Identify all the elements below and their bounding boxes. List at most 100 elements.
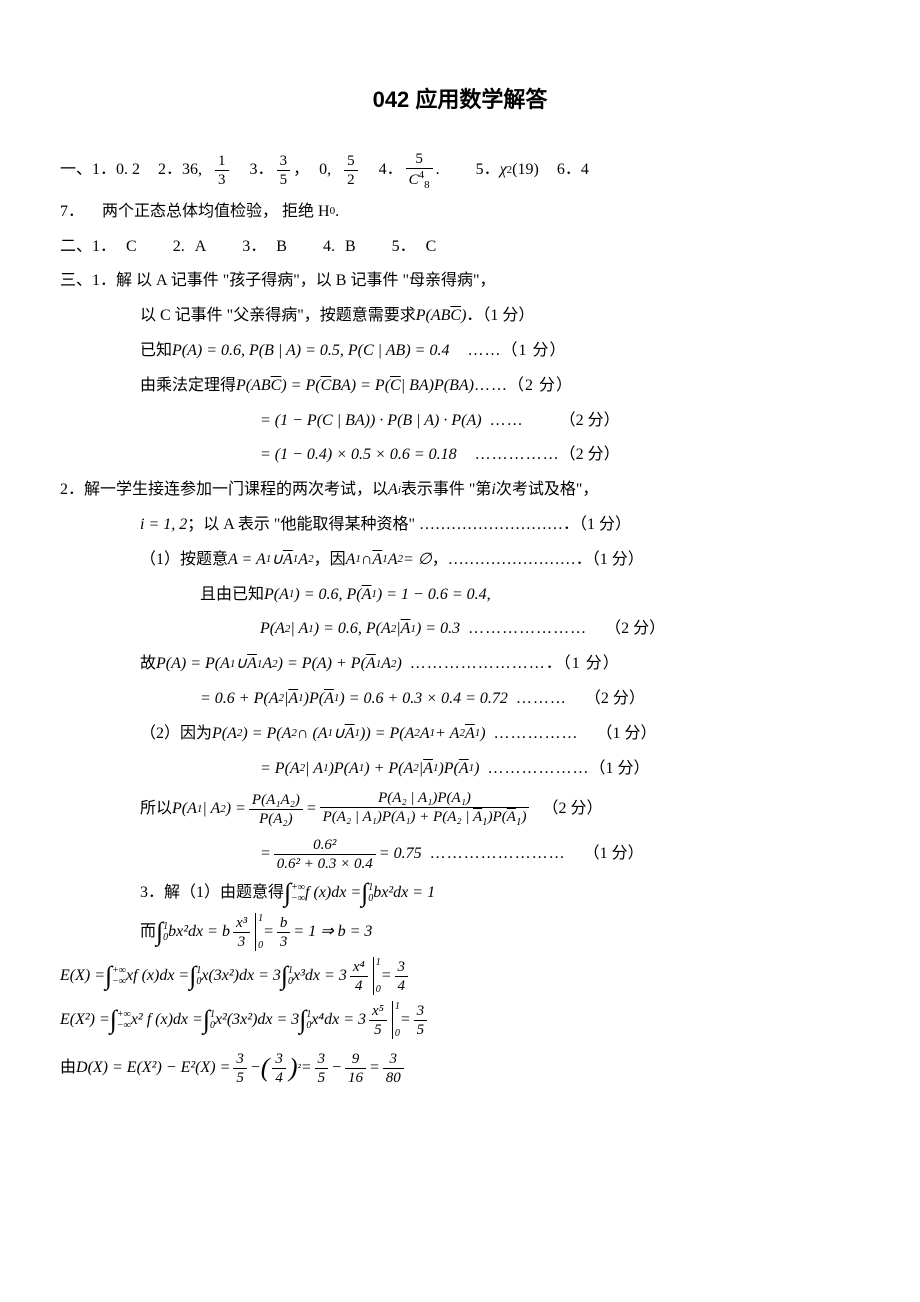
p2-l3d-eq: = ∅ bbox=[403, 546, 432, 575]
p3-l4a: E(X²) = bbox=[60, 1006, 110, 1035]
p3-l5-eq: = bbox=[301, 1054, 312, 1083]
p3-l2-expr: ∫10 bx²dx = b x³3 10 = b3 = 1 ⇒ b = 3 bbox=[156, 913, 372, 951]
integral-icon: ∫ bbox=[156, 919, 163, 945]
p3-l2-frac-n: x³ bbox=[233, 914, 250, 933]
a2: A bbox=[195, 233, 207, 262]
p2-l5f: ) = 0.3 bbox=[416, 615, 460, 644]
p1-l5b: …… bbox=[490, 407, 524, 436]
p1-l6: = (1 − 0.4) × 0.5 × 0.6 = 0.18 …………… （2 … bbox=[60, 441, 860, 470]
p2-l7e-bar: A bbox=[324, 685, 334, 714]
a3-l: 3． bbox=[242, 233, 266, 262]
p2-l5: P(A2 | A1) = 0.6, P(A2 | A1) = 0.3 ……………… bbox=[60, 615, 860, 644]
p2-l7g: ……… bbox=[516, 685, 567, 714]
p2-l5a: P(A bbox=[260, 615, 285, 644]
a3: B bbox=[276, 233, 287, 262]
q3-zero: 0, bbox=[319, 156, 331, 185]
p3-l1-int2-f: bx²dx = 1 bbox=[373, 879, 435, 908]
p2-l6: 故 P(A) = P(A1 ∪ A1A2) = P(A) + P(A1A2) …… bbox=[60, 650, 860, 679]
p2-l8-expr: P(A2) = P(A2 ∩ (A1 ∪ A1)) = P(A2A1 + A2A… bbox=[212, 720, 486, 749]
q5-arg: (19) bbox=[512, 156, 539, 185]
p2-l6j: ……………………．（1 分） bbox=[410, 650, 620, 679]
p2-l6i: ) bbox=[396, 650, 401, 679]
sec3-label: 三、 bbox=[60, 267, 92, 296]
p1-l2-expr: P ( AB C ) bbox=[416, 302, 467, 331]
p2-l4c: ) = 0.6, P( bbox=[294, 581, 361, 610]
p2-l2: i = 1, 2 ；以 A 表示 "他能取得某种资格" ………………………．（1… bbox=[60, 511, 860, 540]
p3-l5-f3-d: 5 bbox=[315, 1069, 329, 1087]
p3-l3-int1-lim: +∞−∞ bbox=[112, 965, 126, 987]
p3-l5-f2-d: 4 bbox=[272, 1069, 286, 1087]
p2-l8b: P(A bbox=[212, 720, 237, 749]
q7-label: 7． bbox=[60, 198, 84, 227]
p3-l5-f3: 35 bbox=[315, 1050, 329, 1087]
p1-l4b-e: ) = P( bbox=[281, 372, 320, 401]
p3-l3-frac2: 34 bbox=[395, 958, 409, 995]
p3-l5-m2: − bbox=[331, 1054, 342, 1083]
p1-l4a: 由乘法定理得 bbox=[140, 372, 236, 401]
p3-l2-frac2: b3 bbox=[277, 914, 291, 951]
p3-l2-int-f: bx²dx = b bbox=[168, 918, 230, 947]
q4-frac-n: 5 bbox=[406, 150, 433, 169]
p2-l2b: ；以 A 表示 "他能取得某种资格" ………………………．（1 分） bbox=[187, 511, 631, 540]
p1-l4-expr: P(ABC) = P(CBA) = P(C | BA)P(BA) bbox=[236, 372, 474, 401]
integral-icon: ∫ bbox=[105, 963, 112, 989]
p3-l5-f5-n: 3 bbox=[383, 1050, 404, 1069]
p3-l4: E(X²) = ∫+∞−∞ x² f (x)dx = ∫10 x²(3x²)dx… bbox=[60, 1001, 860, 1039]
p3-l5-f2-n: 3 bbox=[272, 1050, 286, 1069]
p3-l5-f3-n: 3 bbox=[315, 1050, 329, 1069]
p2-l5g: ………………… bbox=[468, 615, 587, 644]
p2-l10d: ) = bbox=[226, 795, 246, 824]
q3-frac2-n: 5 bbox=[344, 152, 358, 171]
p2-l3d-A: A bbox=[346, 546, 356, 575]
p3-l1-int1-f: f (x)dx = bbox=[305, 879, 361, 908]
sec1-line1: 一、 1． 0. 2 2． 36, 13 3． 35 ， 0, 52 4． 5 … bbox=[60, 150, 860, 192]
p2-l10-f2-d-bar2: A bbox=[507, 809, 516, 825]
p1-l6b: …………… bbox=[475, 441, 560, 470]
p3-l5-f5-d: 80 bbox=[383, 1069, 404, 1087]
q6-label: 6． bbox=[557, 156, 581, 185]
p2-l3d-A1bar: A bbox=[372, 546, 382, 575]
p2-l5-expr: P(A2 | A1) = 0.6, P(A2 | A1) = 0.3 bbox=[260, 615, 460, 644]
q3-frac1-n: 3 bbox=[277, 152, 291, 171]
p2-l11-r: = 0.75 bbox=[379, 840, 422, 869]
q4-label: 4． bbox=[379, 156, 403, 185]
p2-l8c: ) = P(A bbox=[242, 720, 291, 749]
p2-l10b: P(A bbox=[172, 795, 197, 824]
p1-l4: 由乘法定理得 P(ABC) = P(CBA) = P(C | BA)P(BA) … bbox=[60, 372, 860, 401]
sec1-label: 一、 bbox=[60, 156, 92, 185]
sec2-line: 二、 1．C 2.A 3．B 4.B 5．C bbox=[60, 233, 860, 262]
q3-frac2-d: 2 bbox=[344, 171, 358, 189]
q1-label: 1． bbox=[92, 156, 116, 185]
q6-val: 4 bbox=[581, 156, 589, 185]
p3-l2a: 而 bbox=[140, 918, 156, 947]
p2-l8d: ∩ (A bbox=[297, 720, 328, 749]
integral-icon: ∫ bbox=[281, 963, 288, 989]
p2-l11: = 0.6²0.6² + 0.3 × 0.4 = 0.75 …………………… （… bbox=[60, 836, 860, 873]
q5-chi: χ bbox=[500, 156, 507, 185]
a4-l: 4. bbox=[323, 233, 335, 262]
p1-l4b-m: BA) = P( bbox=[331, 372, 390, 401]
p3-l4-int2-f: x²(3x²)dx = 3 bbox=[215, 1006, 299, 1035]
p1-l4b-c: C bbox=[271, 372, 282, 401]
p2-l5e-bar: A bbox=[401, 615, 411, 644]
p2-l10-eq: = bbox=[306, 795, 317, 824]
p3-l4-frac2-d: 5 bbox=[414, 1021, 428, 1039]
p1-l2c: ．（1 分） bbox=[466, 302, 534, 331]
p2-l10-f1-d: P(A₂) bbox=[249, 810, 303, 828]
q2-label: 2． bbox=[158, 156, 182, 185]
p1-l2-Cbar: C bbox=[450, 302, 461, 331]
p3-l1a: 解（1）由题意得 bbox=[164, 879, 284, 908]
p3-label: 3． bbox=[140, 879, 164, 908]
p3-l3-int3-f: x³dx = 3 bbox=[293, 962, 347, 991]
p2-l10a: 所以 bbox=[140, 795, 172, 824]
q4-dot: . bbox=[436, 156, 440, 185]
integral-icon: ∫ bbox=[299, 1007, 306, 1033]
p2-l6-expr: P(A) = P(A1 ∪ A1A2) = P(A) + P(A1A2) bbox=[156, 650, 402, 679]
p2-l3-expr1: A = A1 ∪ A1A2 bbox=[228, 546, 314, 575]
p2-l3e: ，……………………．（1 分） bbox=[432, 546, 644, 575]
p3-l5b: D(X) = E(X²) − E²(X) = bbox=[76, 1054, 230, 1083]
p2-l10-f2-n: P(A₂ | A₁)P(A₁) bbox=[320, 789, 530, 808]
p1-l2-P: P bbox=[416, 302, 426, 331]
p1-l3: 已知 P(A) = 0.6, P(B | A) = 0.5, P(C | AB)… bbox=[60, 337, 860, 366]
p2-l9j: ……………… bbox=[488, 755, 590, 784]
